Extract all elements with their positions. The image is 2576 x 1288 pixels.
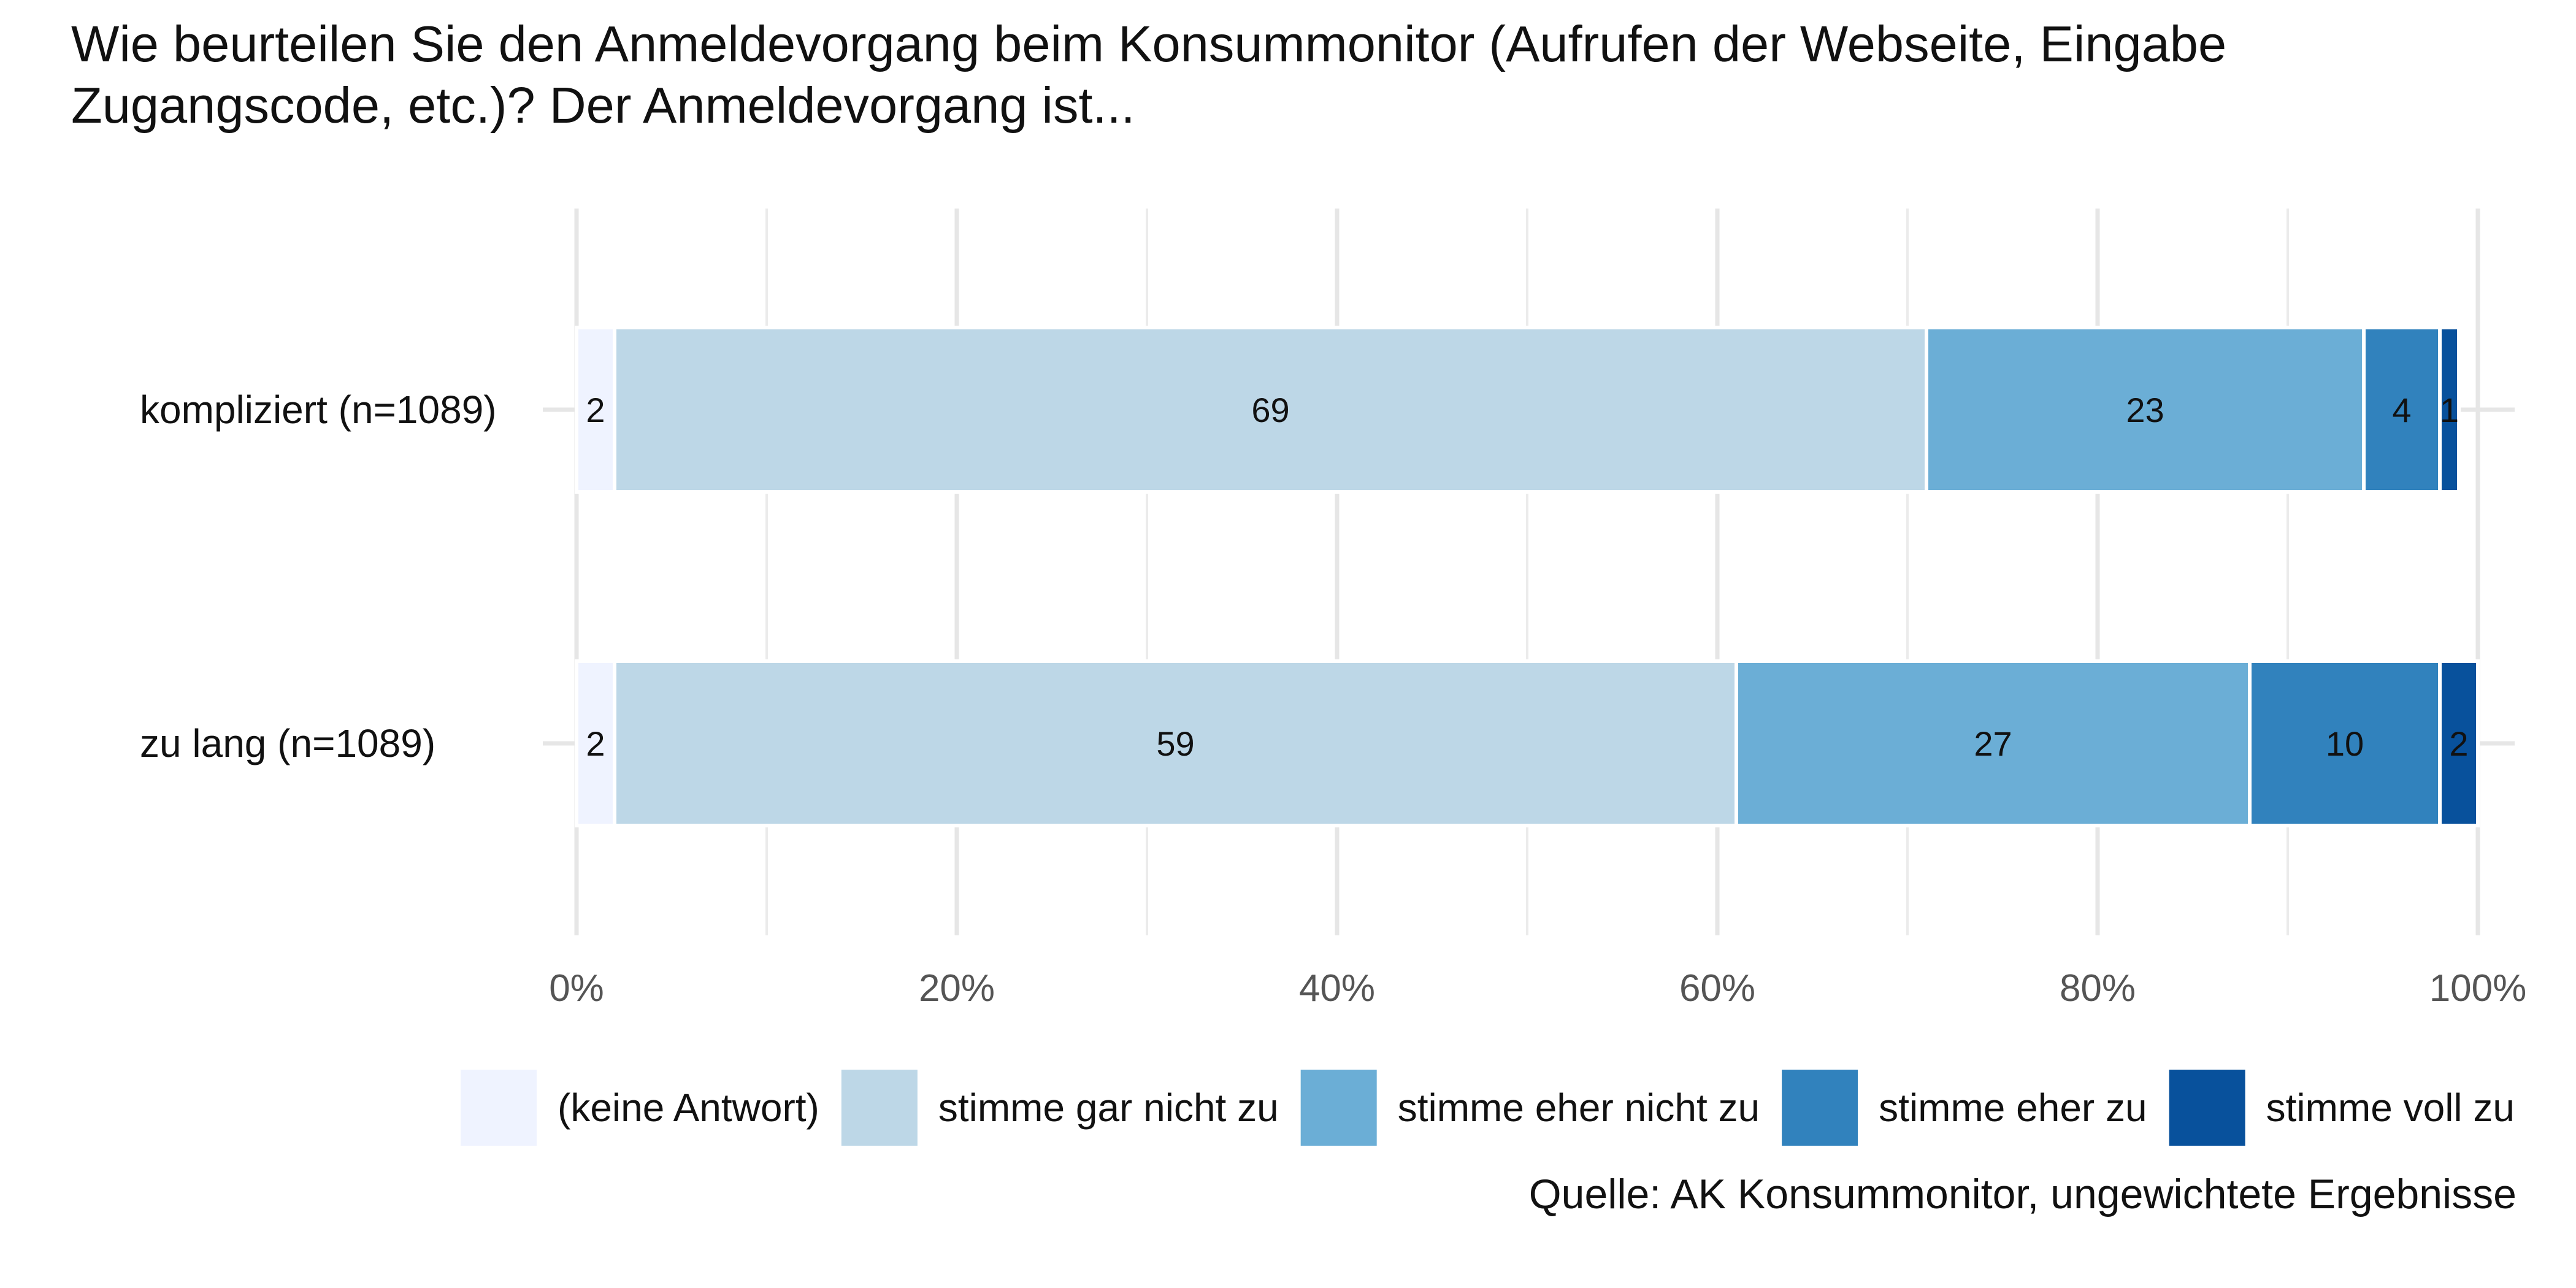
legend-item: (keine Antwort)	[461, 1070, 819, 1146]
bar-segment	[613, 326, 1928, 494]
legend-key	[841, 1070, 918, 1146]
legend-key	[461, 1070, 537, 1146]
chart-title: Wie beurteilen Sie den Anmeldevorgang be…	[71, 15, 2227, 134]
legend-key	[1300, 1070, 1377, 1146]
legend-key	[2169, 1070, 2245, 1146]
legend-label: stimme eher nicht zu	[1398, 1086, 1760, 1130]
x-tick-label: 20%	[919, 967, 995, 1010]
category-label: kompliziert (n=1089)	[140, 388, 497, 432]
legend-label: stimme eher zu	[1879, 1086, 2147, 1130]
legend-label: stimme gar nicht zu	[938, 1086, 1279, 1130]
legend-label: (keine Antwort)	[558, 1086, 819, 1130]
x-tick-label: 0%	[549, 967, 604, 1010]
legend-item: stimme gar nicht zu	[841, 1070, 1279, 1146]
bar-segment	[575, 659, 616, 827]
axes: kompliziert (n=1089) zu lang (n=1089) 0% 20…	[140, 388, 2526, 1010]
bar-segment	[1925, 326, 2366, 494]
x-tick-label: 100%	[2429, 967, 2527, 1010]
legend-item: stimme eher nicht zu	[1300, 1070, 1760, 1146]
legend-label: stimme voll zu	[2266, 1086, 2515, 1130]
data-label: 2	[586, 724, 605, 763]
data-label: 10	[2326, 724, 2364, 763]
data-labels: 2 69 23 4 1 2 59 27 10 2	[586, 391, 2468, 763]
bar-segment	[2438, 326, 2461, 494]
bar-segment	[613, 659, 1738, 827]
legend: (keine Antwort) stimme gar nicht zu stimme…	[461, 1070, 2515, 1146]
legend-key	[1782, 1070, 1858, 1146]
legend-item: stimme eher zu	[1782, 1070, 2147, 1146]
bar-segment	[2438, 659, 2480, 827]
legend-item: stimme voll zu	[2169, 1070, 2515, 1146]
data-label: 23	[2126, 391, 2164, 429]
bar-segment	[2248, 659, 2442, 827]
data-label: 69	[1251, 391, 1289, 429]
data-label: 59	[1156, 724, 1194, 763]
data-label: 2	[586, 391, 605, 429]
bar-segment	[2362, 326, 2442, 494]
data-label: 4	[2392, 391, 2411, 429]
category-label: zu lang (n=1089)	[140, 721, 435, 765]
bar-segments	[575, 326, 2480, 827]
chart-caption: Quelle: AK Konsummonitor, ungewichtete E…	[1528, 1171, 2517, 1217]
data-label: 2	[2449, 724, 2468, 763]
bar-segment	[1735, 659, 2252, 827]
x-tick-label: 60%	[1679, 967, 1755, 1010]
x-tick-label: 80%	[2060, 967, 2136, 1010]
x-tick-label: 40%	[1299, 967, 1375, 1010]
bar-segment	[575, 326, 616, 494]
data-label: 1	[2440, 391, 2459, 429]
data-label: 27	[1974, 724, 2012, 763]
